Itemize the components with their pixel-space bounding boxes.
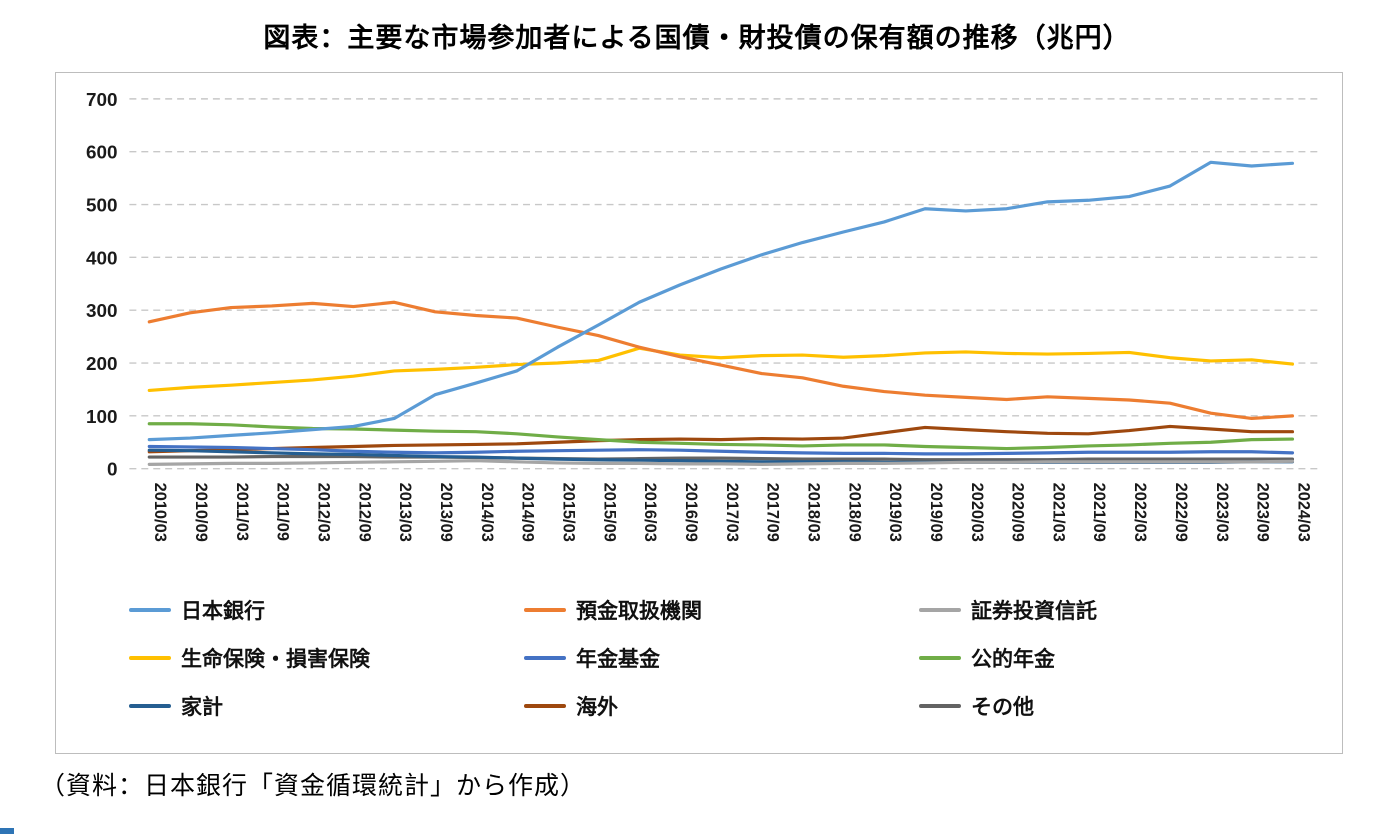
chart-legend: 日本銀行 預金取扱機関 証券投資信託生命保険・損害保険 年金基金 公的年金家計 海外 その他 xyxy=(64,595,1334,721)
y-tick-label: 0 xyxy=(107,460,117,481)
x-tick-label: 2023/03 xyxy=(1213,483,1231,542)
chart-container: 0 100 200 300 400 500 600 700 2010/03 2010/09 2011… xyxy=(55,72,1343,754)
gridlines xyxy=(129,98,1319,470)
series-line-2 xyxy=(147,300,1295,421)
legend-swatch xyxy=(919,656,961,660)
x-tick-label: 2016/03 xyxy=(641,483,659,542)
series-line-9 xyxy=(147,454,1295,462)
legend-swatch xyxy=(129,704,171,708)
x-tick-label: 2017/03 xyxy=(723,483,741,542)
chart-title: 図表：主要な市場参加者による国債・財投債の保有額の推移（兆円） xyxy=(263,23,1131,53)
legend-swatch xyxy=(524,608,566,612)
legend-label: 日本銀行 xyxy=(181,600,265,623)
legend-swatch xyxy=(919,608,961,612)
x-tick-label: 2015/09 xyxy=(600,483,618,542)
x-tick-label: 2014/03 xyxy=(478,483,496,542)
legend-item-1: 日本銀行 xyxy=(129,595,524,625)
y-tick-label: 300 xyxy=(86,301,117,322)
x-tick-label: 2023/09 xyxy=(1254,483,1272,542)
y-axis-labels: 0 100 200 300 400 500 600 700 xyxy=(86,90,118,481)
legend-label: 公的年金 xyxy=(971,648,1055,671)
line-chart: 0 100 200 300 400 500 600 700 2010/03 2010/09 2011… xyxy=(86,90,1319,542)
x-tick-label: 2020/09 xyxy=(1009,483,1027,542)
x-tick-label: 2021/03 xyxy=(1049,483,1067,542)
x-tick-label: 2013/03 xyxy=(396,483,414,542)
x-tick-label: 2013/09 xyxy=(437,483,455,542)
legend-item-9: その他 xyxy=(919,691,1314,721)
x-tick-label: 2012/03 xyxy=(315,483,333,542)
legend-item-7: 家計 xyxy=(129,691,524,721)
cursor-artifact xyxy=(0,828,14,834)
series-line-3 xyxy=(147,459,1295,466)
x-tick-label: 2019/09 xyxy=(927,483,945,542)
x-tick-label: 2020/03 xyxy=(968,483,986,542)
series-lines xyxy=(147,160,1295,466)
legend-label: 家計 xyxy=(181,696,223,719)
x-tick-label: 2010/09 xyxy=(192,483,210,542)
x-tick-label: 2018/09 xyxy=(845,483,863,542)
x-tick-label: 2015/03 xyxy=(560,483,578,542)
legend-item-6: 公的年金 xyxy=(919,643,1314,673)
x-tick-label: 2012/09 xyxy=(355,483,373,542)
x-tick-label: 2021/09 xyxy=(1090,483,1108,542)
series-line-1 xyxy=(147,160,1295,442)
series-line-4 xyxy=(147,346,1295,393)
x-tick-label: 2011/03 xyxy=(233,483,251,541)
x-tick-label: 2010/03 xyxy=(151,483,169,542)
x-tick-label: 2024/03 xyxy=(1294,483,1312,542)
y-tick-label: 700 xyxy=(86,90,117,111)
legend-item-4: 生命保険・損害保険 xyxy=(129,643,524,673)
y-tick-label: 400 xyxy=(86,248,117,269)
x-tick-label: 2018/03 xyxy=(804,483,822,542)
y-tick-label: 100 xyxy=(86,407,117,428)
x-tick-label: 2019/03 xyxy=(886,483,904,542)
x-tick-label: 2017/09 xyxy=(764,483,782,542)
y-tick-label: 500 xyxy=(86,195,117,216)
y-tick-label: 600 xyxy=(86,143,117,164)
legend-item-5: 年金基金 xyxy=(524,643,919,673)
legend-swatch xyxy=(524,656,566,660)
y-tick-label: 200 xyxy=(86,354,117,375)
legend-swatch xyxy=(919,704,961,708)
legend-label: 年金基金 xyxy=(576,648,660,671)
legend-swatch xyxy=(129,608,171,612)
legend-item-8: 海外 xyxy=(524,691,919,721)
legend-label: 海外 xyxy=(576,696,618,719)
x-tick-label: 2016/09 xyxy=(682,483,700,542)
legend-label: 証券投資信託 xyxy=(971,600,1097,623)
series-line-8 xyxy=(147,424,1295,454)
series-line-5 xyxy=(147,444,1295,456)
legend-label: その他 xyxy=(971,696,1034,719)
x-tick-label: 2022/03 xyxy=(1131,483,1149,542)
x-tick-label: 2011/09 xyxy=(274,483,292,541)
legend-label: 預金取扱機関 xyxy=(576,600,702,623)
x-tick-label: 2014/09 xyxy=(519,483,537,542)
x-axis-labels: 2010/03 2010/09 2011/03 2011/09 2012/03 2012/… xyxy=(151,483,1312,542)
legend-item-3: 証券投資信託 xyxy=(919,595,1314,625)
legend-swatch xyxy=(129,656,171,660)
source-note: （資料：日本銀行「資金循環統計」から作成） xyxy=(40,773,587,800)
legend-label: 生命保険・損害保険 xyxy=(181,648,370,671)
legend-swatch xyxy=(524,704,566,708)
x-tick-label: 2022/09 xyxy=(1172,483,1190,542)
legend-item-2: 預金取扱機関 xyxy=(524,595,919,625)
